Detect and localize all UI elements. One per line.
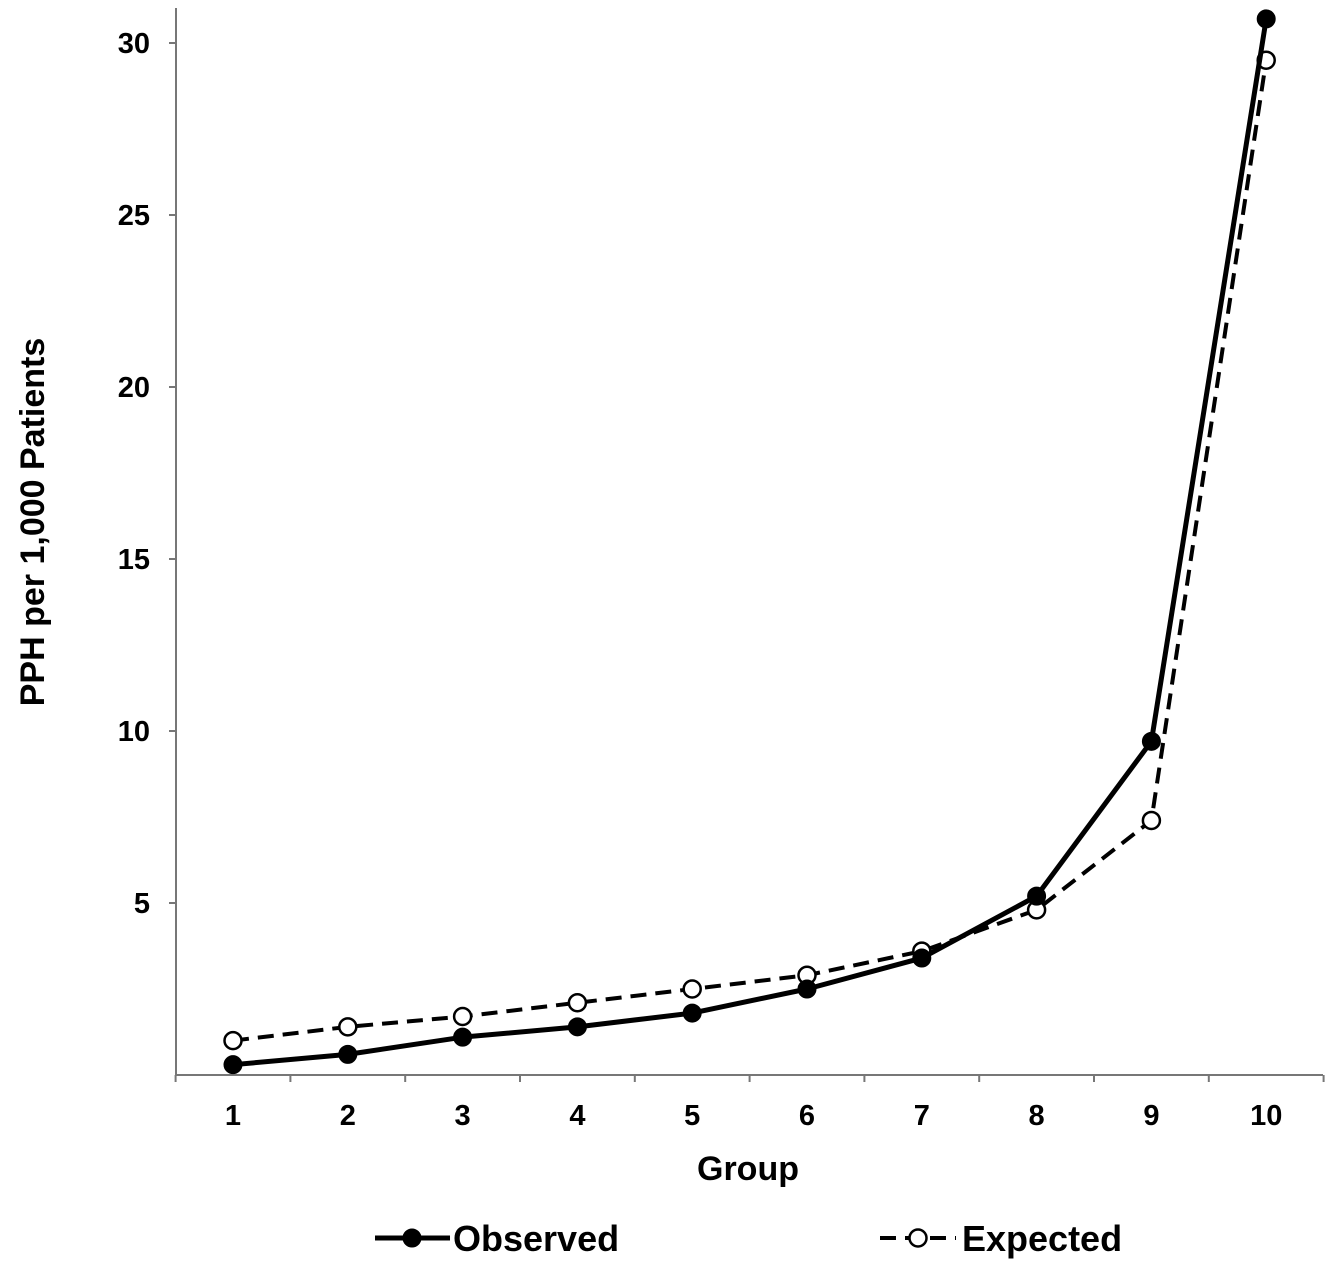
legend-marker-observed bbox=[402, 1228, 422, 1248]
data-point-observed-6 bbox=[797, 979, 817, 999]
y-tick-label-10: 10 bbox=[118, 716, 150, 748]
data-point-observed-5 bbox=[682, 1003, 702, 1023]
y-axis-title: PPH per 1,000 Patients bbox=[14, 338, 52, 707]
x-tick-label-1: 1 bbox=[225, 1100, 241, 1132]
x-tick-label-2: 2 bbox=[340, 1100, 356, 1132]
data-point-expected-2 bbox=[338, 1017, 358, 1037]
data-point-observed-7 bbox=[912, 948, 932, 968]
data-point-observed-10 bbox=[1256, 9, 1276, 29]
data-point-observed-2 bbox=[338, 1044, 358, 1064]
legend: Observed Expected bbox=[375, 1218, 1122, 1259]
x-tick-label-10: 10 bbox=[1250, 1100, 1282, 1132]
y-tick-label-25: 25 bbox=[118, 200, 150, 232]
data-point-observed-1 bbox=[223, 1055, 243, 1075]
data-point-expected-1 bbox=[223, 1030, 243, 1051]
data-point-observed-4 bbox=[567, 1017, 587, 1037]
series-line-expected bbox=[232, 59, 1269, 1043]
legend-marker-expected bbox=[908, 1228, 928, 1248]
x-tick-label-3: 3 bbox=[455, 1100, 471, 1132]
y-tick-label-15: 15 bbox=[118, 544, 150, 576]
data-point-expected-5 bbox=[682, 979, 702, 999]
plot-area: 5 10 15 20 25 30 1 2 3 4 5 6 7 8 9 10 bbox=[118, 8, 1325, 1132]
y-tick-label-5: 5 bbox=[134, 888, 150, 920]
legend-label-expected: Expected bbox=[962, 1218, 1122, 1259]
y-tick-label-20: 20 bbox=[118, 372, 150, 404]
x-tick-label-4: 4 bbox=[569, 1100, 585, 1132]
data-point-expected-9 bbox=[1141, 810, 1162, 831]
data-point-observed-9 bbox=[1141, 731, 1161, 751]
x-tick-label-6: 6 bbox=[799, 1100, 815, 1132]
x-tick-label-8: 8 bbox=[1029, 1100, 1045, 1132]
y-tick-label-30: 30 bbox=[118, 28, 150, 60]
data-point-expected-3 bbox=[452, 1006, 473, 1027]
x-tick-label-7: 7 bbox=[914, 1100, 930, 1132]
data-point-observed-8 bbox=[1027, 886, 1047, 906]
x-tick-label-5: 5 bbox=[684, 1100, 700, 1132]
data-point-expected-4 bbox=[567, 993, 588, 1013]
series-line-observed bbox=[232, 18, 1269, 1068]
x-axis-title: Group bbox=[697, 1150, 799, 1188]
data-point-observed-3 bbox=[453, 1027, 473, 1047]
x-tick-label-9: 9 bbox=[1143, 1100, 1159, 1132]
legend-label-observed: Observed bbox=[453, 1218, 619, 1259]
